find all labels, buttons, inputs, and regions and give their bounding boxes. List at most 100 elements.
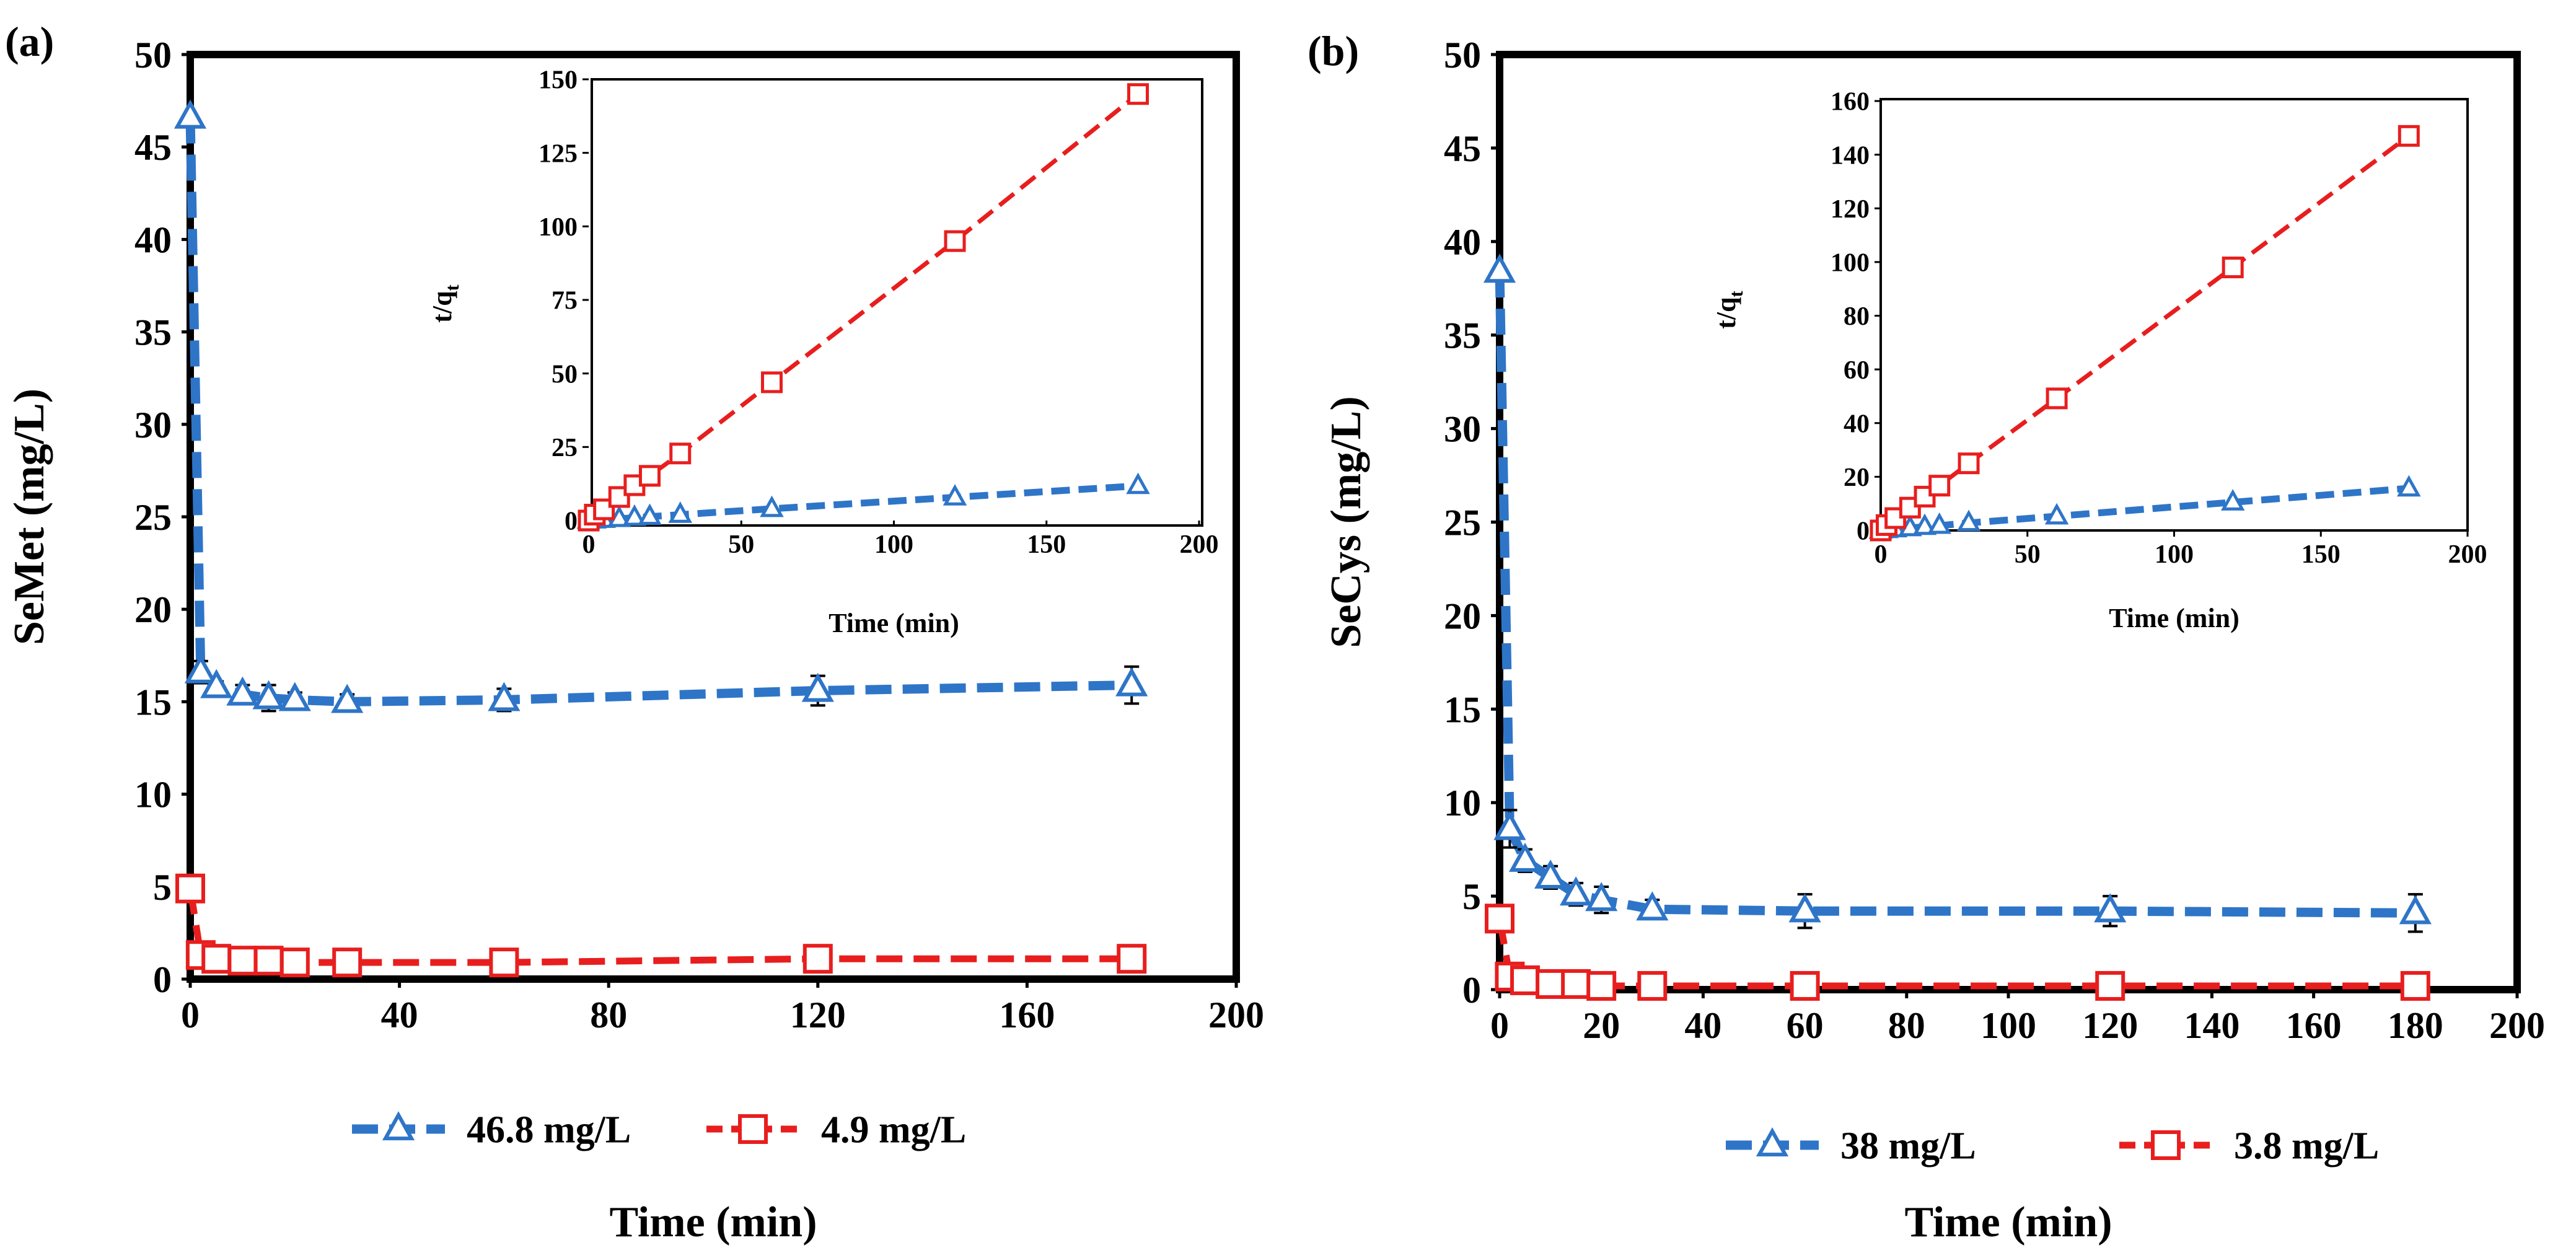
panel-b: (b) 0 5 10 15 20 25 30 35 40 45 50 0 20 40 60 80 100 120 14…: [1308, 27, 2545, 1246]
x-tick-label: 160: [2286, 1005, 2342, 1046]
inset-y-tick-label: 140: [1831, 141, 1870, 170]
inset-x-tick-label: 100: [874, 530, 913, 559]
y-axis-title: SeMet (mg/L): [6, 389, 53, 645]
inset-x-axis-title: Time (min): [2109, 603, 2240, 633]
legend: 46.8 mg/L 4.9 mg/L: [352, 1109, 966, 1151]
x-tick-label: 20: [1583, 1005, 1620, 1046]
inset-x-tick-label: 200: [2448, 540, 2487, 569]
inset-data-point: [2044, 503, 2069, 525]
series-line: [1495, 271, 2416, 918]
inset-data-point: [1928, 475, 1951, 497]
inset-data-point: [2398, 125, 2420, 147]
inset-data-point: [2397, 475, 2421, 497]
data-point: [279, 947, 310, 978]
inset-y-tick-label: 120: [1831, 195, 1870, 224]
data-point: [175, 873, 205, 903]
x-tick-label: 80: [590, 995, 627, 1035]
panel-label: (a): [5, 18, 54, 65]
y-tick-label: 50: [134, 35, 172, 76]
x-tick-label: 140: [2184, 1005, 2240, 1046]
inset-data-point: [1912, 513, 1937, 535]
inset-y-tick-label: 50: [552, 360, 578, 389]
y-tick-label: 15: [134, 682, 172, 723]
legend-marker: [1756, 1127, 1789, 1157]
inset-y-tick-label: 100: [1831, 249, 1870, 278]
data-point: [226, 676, 259, 706]
inset-data-point: [2046, 387, 2068, 410]
data-point: [201, 944, 232, 974]
data-point: [1483, 253, 1516, 283]
inset-plot-frame: [591, 78, 1203, 527]
y-tick-label: 15: [1444, 689, 1481, 730]
y-tick-label: 10: [1444, 783, 1481, 824]
y-tick-label: 40: [134, 219, 172, 260]
inset-y-tick-label: 125: [538, 139, 578, 168]
inset-y-tick-label: 0: [1857, 517, 1870, 546]
data-point: [1493, 811, 1526, 840]
inset-data-point: [1958, 452, 1980, 475]
data-point: [1510, 965, 1541, 995]
inset-y-axis-title: t/qt: [427, 284, 463, 322]
x-tick-label: 80: [1888, 1005, 1925, 1046]
legend-label: 38 mg/L: [1840, 1125, 1976, 1167]
y-tick-label: 20: [134, 589, 172, 630]
legend-marker: [382, 1111, 415, 1141]
y-tick-label: 35: [1444, 315, 1481, 356]
y-tick-label: 50: [1444, 35, 1481, 76]
y-tick-label: 5: [153, 867, 172, 908]
inset-data-point: [622, 504, 647, 526]
data-point: [1534, 860, 1567, 889]
y-axis-title: SeCys (mg/L): [1322, 396, 1370, 648]
y-tick-label: 30: [1444, 409, 1481, 450]
data-point: [1790, 970, 1820, 1001]
legend-label: 4.9 mg/L: [821, 1109, 966, 1151]
x-tick-label: 0: [1490, 1005, 1509, 1046]
data-point: [1788, 893, 1821, 923]
y-tick-label: 5: [1462, 876, 1481, 917]
panel-label: (b): [1308, 27, 1359, 74]
inset-x-axis-title: Time (min): [829, 608, 959, 638]
inset-x-tick-label: 100: [2155, 540, 2194, 569]
data-point: [2095, 970, 2125, 1001]
data-point: [227, 946, 258, 976]
inset-y-tick-label: 150: [538, 66, 578, 95]
x-tick-label: 0: [181, 995, 200, 1035]
data-point: [1536, 969, 1566, 999]
y-tick-label: 45: [1444, 128, 1481, 169]
inset-data-point: [1127, 83, 1149, 105]
inset-y-tick-label: 60: [1844, 356, 1870, 385]
series-blue: [1483, 253, 2432, 933]
panel-a: (a) 0 5 10 15 20 25 30 35 40 45 50 0 40 80 120 160 200 Tim…: [5, 18, 1264, 1246]
y-tick-label: 25: [134, 497, 172, 538]
inset-x-tick-label: 50: [2015, 540, 2041, 569]
inset-y-tick-label: 100: [538, 213, 578, 242]
x-axis-title: Time (min): [609, 1198, 817, 1246]
data-point: [1637, 970, 1668, 1001]
inset-data-point: [944, 230, 966, 252]
legend-marker: [2151, 1130, 2181, 1160]
x-tick-label: 120: [2082, 1005, 2138, 1046]
inset-chart: 0 20 40 60 80 100 120 140 160 0 50 100 150 200 Time (m…: [1711, 88, 2487, 633]
inset-data-point: [1927, 512, 1951, 534]
data-point: [1585, 882, 1618, 912]
inset-y-tick-label: 75: [552, 287, 578, 315]
x-tick-label: 60: [1787, 1005, 1824, 1046]
inset-y-tick-label: 160: [1831, 88, 1870, 117]
data-point: [802, 944, 833, 974]
data-point: [184, 654, 217, 684]
data-point: [801, 672, 834, 702]
inset-x-tick-label: 0: [582, 530, 596, 559]
data-point: [488, 682, 521, 711]
data-point: [174, 99, 207, 129]
data-point: [252, 680, 285, 710]
x-tick-label: 160: [999, 995, 1055, 1035]
series-red: [1485, 903, 2430, 1001]
inset-data-point: [760, 495, 784, 517]
inset-y-tick-label: 40: [1844, 410, 1870, 438]
data-point: [200, 669, 233, 698]
data-point: [1485, 903, 1514, 934]
inset-data-point: [2220, 489, 2245, 511]
inset-data-point: [761, 371, 783, 393]
y-tick-label: 20: [1444, 596, 1481, 636]
inset-chart: 0 25 50 75 100 125 150 0 50 100 150 200 Time (min) t/…: [427, 66, 1219, 638]
